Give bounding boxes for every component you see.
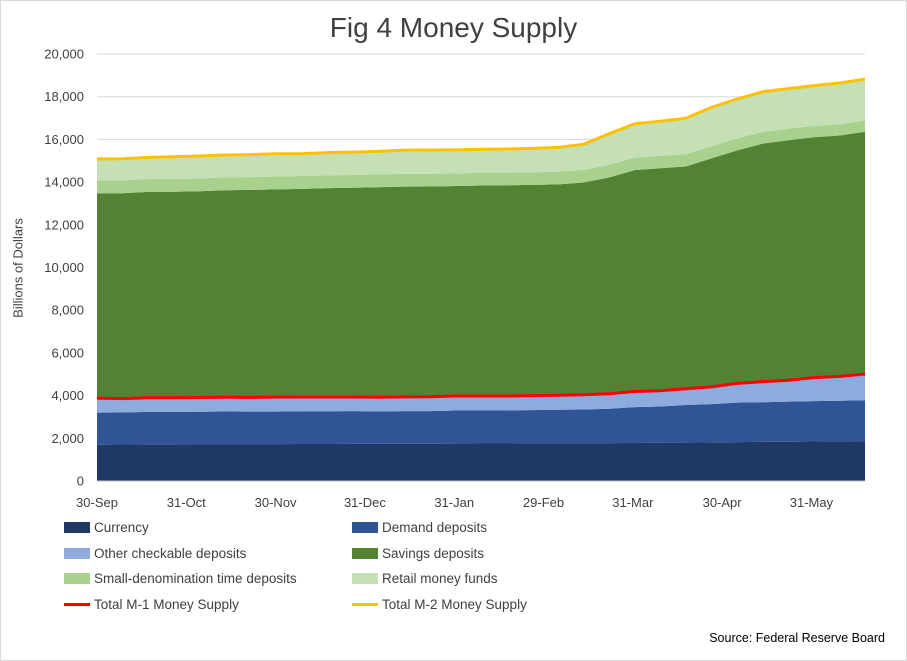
line-series-total-m-1-money-supply — [96, 372, 866, 401]
legend-item: Total M-1 Money Supply — [64, 597, 239, 612]
x-tick-label: 30-Apr — [703, 495, 743, 510]
y-tick-label: 16,000 — [44, 132, 84, 147]
y-tick-label: 4,000 — [51, 388, 84, 403]
x-tick-label: 30-Nov — [255, 495, 297, 510]
legend-item: Total M-2 Money Supply — [352, 597, 527, 612]
legend-label: Savings deposits — [382, 545, 485, 561]
x-tick-label: 31-May — [790, 495, 834, 510]
legend-item: Retail money funds — [352, 571, 498, 586]
y-tick-label: 18,000 — [44, 89, 84, 104]
chart-title: Fig 4 Money Supply — [329, 12, 578, 43]
x-tick-label: 31-Oct — [167, 495, 206, 510]
legend-item: Demand deposits — [352, 520, 487, 535]
y-tick-label: 10,000 — [44, 260, 84, 275]
x-tick-label: 31-Mar — [612, 495, 654, 510]
y-tick-label: 12,000 — [44, 217, 84, 232]
legend-label: Retail money funds — [382, 571, 498, 586]
area-series-demand-deposits — [97, 400, 865, 445]
x-tick-label: 31-Jan — [434, 495, 474, 510]
area-series-small-denomination-time-deposits — [97, 120, 865, 194]
x-tick-label: 29-Feb — [523, 495, 564, 510]
legend-swatch — [64, 547, 90, 559]
legend-swatch — [64, 602, 90, 606]
legend-swatch — [64, 573, 90, 584]
x-tick-label: 31-Dec — [344, 495, 386, 510]
line-series-total-m-2-money-supply — [96, 77, 866, 161]
legend-item: Savings deposits — [352, 546, 484, 561]
area-series-currency — [97, 441, 865, 481]
y-tick-label: 14,000 — [44, 175, 84, 190]
legend-label: Demand deposits — [382, 520, 488, 535]
x-tick-label: 30-Sep — [76, 495, 118, 510]
legend-label: Small-denomination time deposits — [94, 571, 297, 586]
y-tick-label: 0 — [77, 474, 84, 489]
source-note: Source: Federal Reserve Board — [709, 631, 885, 645]
legend-item: Small-denomination time deposits — [64, 571, 297, 586]
legend-label: Total M-1 Money Supply — [94, 596, 239, 612]
legend-item: Currency — [64, 520, 149, 535]
legend-swatch — [352, 522, 378, 533]
area-series-other-checkable-deposits — [97, 374, 865, 413]
legend-swatch — [352, 602, 378, 606]
legend-item: Other checkable deposits — [64, 546, 246, 561]
legend-label: Other checkable deposits — [94, 545, 247, 561]
legend-label: Currency — [94, 520, 149, 535]
legend-swatch — [64, 522, 90, 533]
legend-label: Total M-2 Money Supply — [382, 596, 527, 612]
legend-swatch — [352, 547, 378, 559]
legend-swatch — [352, 573, 378, 584]
area-series-savings-deposits — [97, 131, 865, 399]
y-tick-label: 20,000 — [44, 47, 84, 62]
y-tick-label: 6,000 — [51, 345, 84, 360]
y-tick-label: 8,000 — [51, 303, 84, 318]
y-tick-label: 2,000 — [51, 431, 84, 446]
